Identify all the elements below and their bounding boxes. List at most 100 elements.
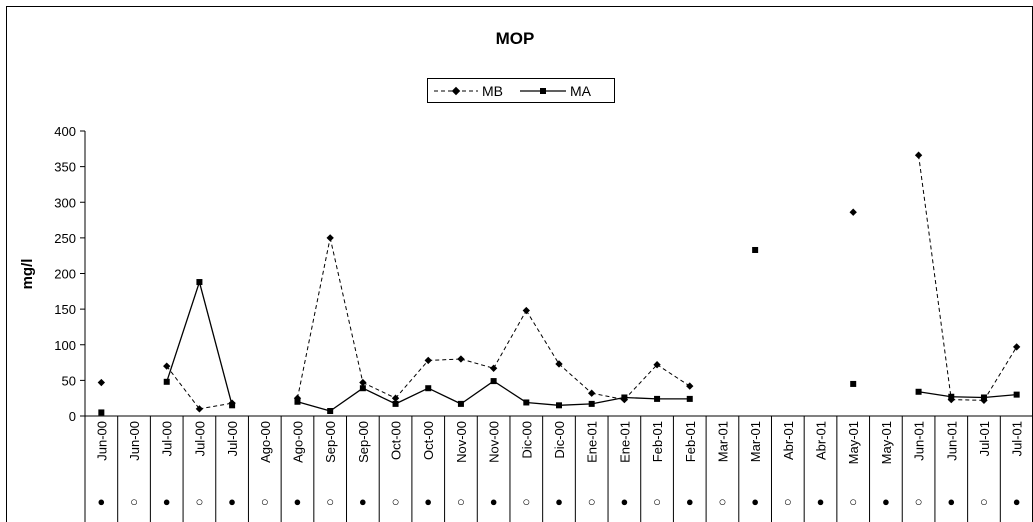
x-marker-symbol: ●	[686, 494, 694, 509]
series-mb-point	[391, 394, 400, 402]
x-marker-symbol: ●	[97, 494, 105, 509]
series-ma-line-segment	[918, 391, 952, 398]
series-ma-line-segment	[329, 387, 364, 412]
series-ma-point	[1013, 391, 1020, 398]
x-tick-label: Ene-01	[585, 421, 600, 463]
series-ma-line-segment	[493, 380, 527, 404]
y-tick-label: 200	[54, 267, 76, 282]
x-tick-label: Jun-01	[944, 421, 959, 461]
series-ma-line-segment	[198, 281, 233, 406]
series-ma-point	[980, 394, 987, 401]
x-tick-label: Jun-01	[912, 421, 927, 461]
x-tick-label: Jul-00	[192, 421, 207, 456]
x-tick-label: Oct-00	[421, 421, 436, 460]
series-mb-line-segment	[591, 392, 625, 401]
series-ma-line-segment	[362, 387, 396, 405]
series-ma-line-segment	[166, 281, 201, 383]
x-tick-label: May-01	[879, 421, 894, 464]
x-tick-label: Dic-00	[552, 421, 567, 459]
legend-mb-marker	[451, 86, 461, 96]
x-tick-label: Nov-00	[454, 421, 469, 463]
series-mb-line-segment	[428, 358, 461, 361]
y-tick-label: 150	[54, 302, 76, 317]
chart-title: MOP	[496, 29, 535, 48]
series-ma-point	[654, 395, 661, 402]
series-mb-point	[163, 362, 171, 370]
series-ma-point	[686, 395, 693, 402]
series-mb-line-segment	[624, 364, 658, 400]
x-marker-symbol: ●	[882, 494, 890, 509]
x-tick-label: Jul-01	[977, 421, 992, 456]
series-mb-point	[326, 234, 334, 242]
x-marker-symbol: ○	[130, 494, 138, 509]
x-tick-label: Sep-00	[356, 421, 371, 463]
series-ma-point	[490, 378, 497, 385]
x-marker-symbol: ●	[359, 494, 367, 509]
x-marker-symbol: ●	[294, 494, 302, 509]
x-tick-label: Jul-00	[160, 421, 175, 456]
y-tick-label: 0	[69, 409, 76, 424]
series-mb-line-segment	[460, 358, 494, 369]
x-marker-symbol: ○	[653, 494, 661, 509]
series-mb-point	[457, 355, 465, 363]
series-ma-line-segment	[951, 396, 984, 399]
x-marker-symbol: ○	[784, 494, 792, 509]
series-ma-point	[196, 279, 203, 286]
series-ma-point	[915, 388, 922, 395]
legend-ma-label: MA	[570, 83, 592, 99]
x-marker-symbol: ●	[163, 494, 171, 509]
series-ma-line-segment	[624, 396, 658, 400]
series-mb-point	[588, 389, 596, 397]
x-tick-label: Feb-01	[650, 421, 665, 462]
series-ma-line-segment	[558, 403, 592, 406]
series-ma-line-segment	[460, 380, 494, 405]
x-marker-symbol: ○	[457, 494, 465, 509]
x-marker-symbol: ●	[228, 494, 236, 509]
series-mb-point	[489, 364, 498, 372]
series-ma-line-segment	[427, 387, 462, 405]
series-mb-point	[359, 378, 367, 387]
series-ma-line-segment	[297, 401, 331, 412]
x-marker-symbol: ○	[849, 494, 857, 509]
series	[97, 151, 1021, 416]
series-mb-point	[849, 208, 857, 216]
series-mb-point	[686, 382, 694, 390]
series-ma-point	[621, 394, 628, 401]
x-marker-symbol: ●	[490, 494, 498, 509]
series-ma-point	[163, 378, 170, 385]
y-axis-label: mg/l	[19, 259, 36, 290]
y-tick-label: 300	[54, 195, 76, 210]
series-ma-point	[752, 246, 759, 253]
series-ma-point	[588, 400, 595, 407]
x-marker-symbol: ○	[326, 494, 334, 509]
series-mb-line-segment	[525, 310, 560, 365]
legend-mb-label: MB	[482, 83, 503, 99]
x-marker-symbol: ●	[947, 494, 955, 509]
series-mb-point	[1012, 343, 1021, 351]
x-tick-label: Jul-00	[225, 421, 240, 456]
bottom-markers: ● ○ ● ○ ● ○ ● ○ ● ○ ● ○ ● ○ ● ○ ● ○ ● ○ ● ○ ● ○ ● ○ ● ○ ●	[97, 494, 1020, 509]
x-tick-label: Jul-01	[1010, 421, 1025, 456]
series-mb-line-segment	[296, 237, 331, 399]
x-tick-label: Jun-00	[94, 421, 109, 461]
series-ma-point	[392, 400, 399, 407]
y-tick-label: 350	[54, 160, 76, 175]
y-tick-label: 400	[54, 124, 76, 139]
series-ma-point	[359, 385, 366, 392]
y-tick-label: 50	[62, 373, 76, 388]
series-mb-line-segment	[983, 346, 1018, 401]
x-tick-label: Abr-01	[781, 421, 796, 460]
series-ma-line-segment	[526, 401, 560, 406]
x-marker-symbol: ○	[980, 494, 988, 509]
series-ma-point	[98, 409, 105, 416]
series-ma-line-segment	[591, 396, 625, 405]
series-mb-point	[522, 306, 530, 315]
x-tick-label: Sep-00	[323, 421, 338, 463]
axes	[80, 130, 1033, 522]
x-marker-symbol: ○	[719, 494, 727, 509]
series-mb-point	[195, 405, 204, 413]
x-tick-label: Oct-00	[389, 421, 404, 460]
x-marker-symbol: ○	[915, 494, 923, 509]
legend: MB MA	[427, 78, 615, 103]
x-tick-label: Nov-00	[487, 421, 502, 463]
